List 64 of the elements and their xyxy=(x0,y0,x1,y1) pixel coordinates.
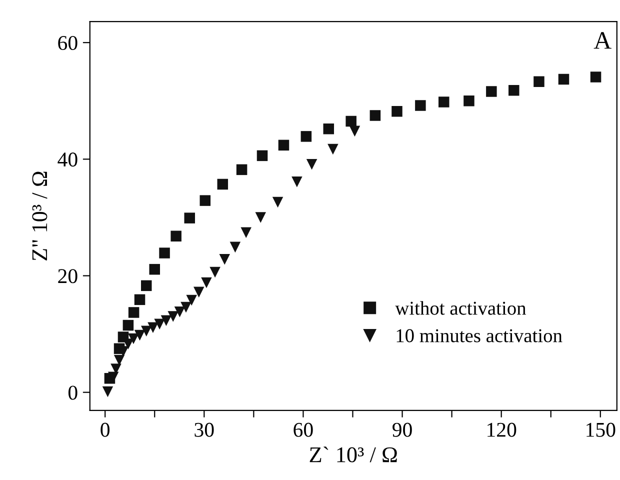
point xyxy=(464,95,474,106)
point xyxy=(128,333,139,344)
y-tick-label: 20 xyxy=(58,269,78,284)
point xyxy=(508,85,520,96)
point xyxy=(255,212,266,223)
point xyxy=(180,302,192,313)
point xyxy=(168,311,178,322)
point xyxy=(160,315,172,326)
x-tick-label: 0 xyxy=(100,422,110,437)
point xyxy=(236,164,248,176)
point xyxy=(415,100,426,111)
point xyxy=(200,195,211,206)
point xyxy=(174,306,186,318)
point xyxy=(148,322,158,334)
legend-label: withot activation xyxy=(395,301,526,315)
x-axis-title: Z` 10³ / Ω xyxy=(310,446,397,462)
point xyxy=(134,294,146,306)
point xyxy=(186,294,197,306)
point xyxy=(240,227,252,238)
point xyxy=(438,96,450,108)
y-tick-label: 60 xyxy=(58,36,78,50)
point xyxy=(102,386,114,398)
point xyxy=(122,320,134,331)
point xyxy=(219,254,230,265)
point xyxy=(210,266,220,278)
point xyxy=(486,86,497,97)
point xyxy=(149,264,160,275)
point xyxy=(590,72,602,82)
point xyxy=(184,212,195,224)
point xyxy=(349,126,360,137)
x-tick-label: 90 xyxy=(392,422,412,437)
point xyxy=(272,196,284,208)
y-tick-label: 40 xyxy=(58,152,78,167)
point xyxy=(306,159,318,170)
point xyxy=(558,74,570,85)
point xyxy=(134,330,146,341)
annotation: A xyxy=(594,32,612,49)
point xyxy=(128,307,140,318)
y-tick-label: 0 xyxy=(68,386,78,400)
y-axis-title: Z" 10³ / Ω xyxy=(32,172,48,260)
point xyxy=(323,123,334,134)
point xyxy=(140,326,152,337)
point xyxy=(292,176,302,188)
x-tick-label: 60 xyxy=(294,422,313,437)
point xyxy=(193,286,204,298)
point xyxy=(346,116,356,127)
point xyxy=(201,277,212,288)
point xyxy=(370,110,381,121)
x-tick-label: 30 xyxy=(194,422,214,437)
point xyxy=(256,150,268,162)
point xyxy=(300,131,312,142)
point xyxy=(140,280,152,292)
x-tick-label: 150 xyxy=(586,422,616,437)
point xyxy=(217,178,228,190)
point xyxy=(159,248,170,258)
point xyxy=(278,140,290,151)
point xyxy=(230,242,241,253)
point xyxy=(154,318,165,330)
legend-label: 10 minutes activation xyxy=(396,329,562,342)
x-tick-label: 120 xyxy=(488,422,516,437)
point xyxy=(170,230,182,242)
point xyxy=(392,106,402,117)
point xyxy=(534,76,544,88)
point xyxy=(328,144,338,155)
